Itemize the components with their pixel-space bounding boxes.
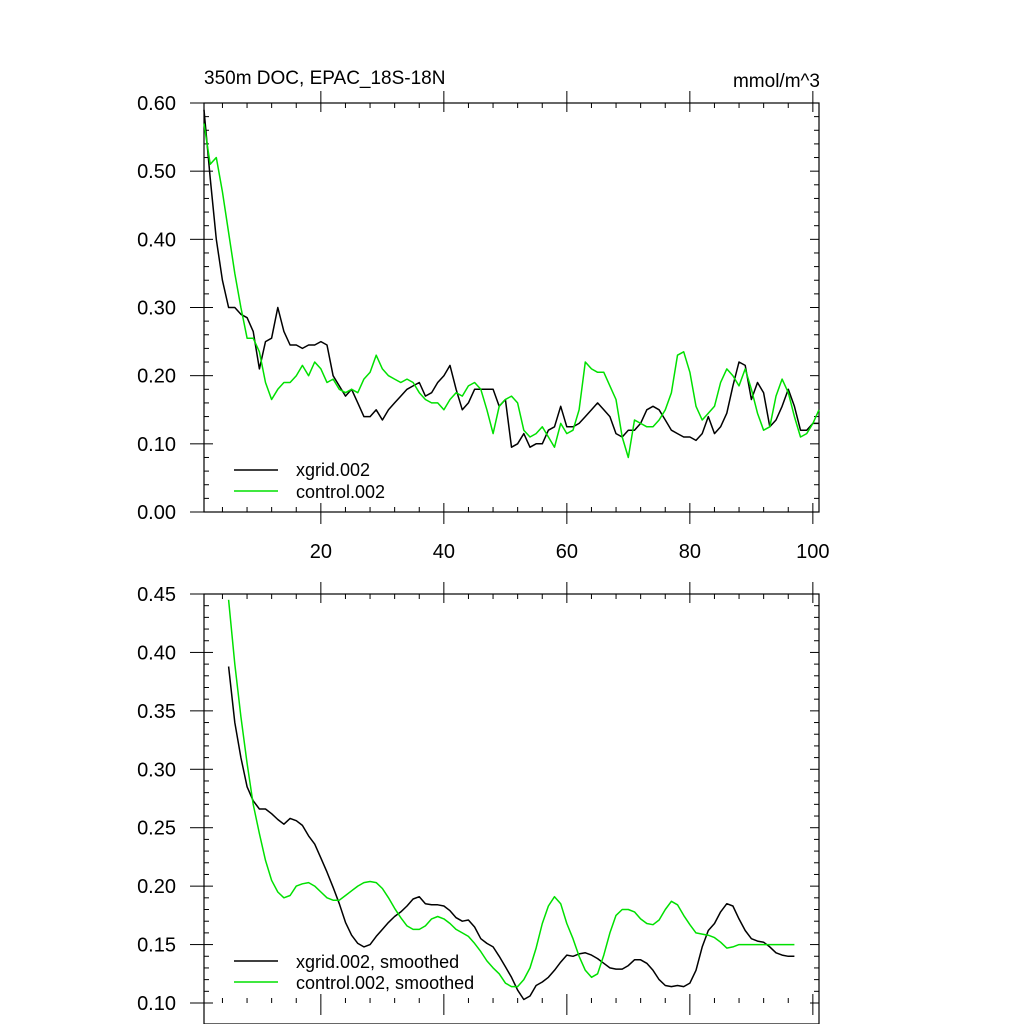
- bottom-axis-ticks: 0.10 0.15 0.20 0.25 0.30 0.35 0.40 0.45: [137, 582, 819, 1015]
- x-tick-label: 80: [679, 541, 701, 563]
- y-tick-label: 0.20: [137, 876, 176, 898]
- y-tick-label: 0.45: [137, 584, 176, 606]
- y-tick-label: 0.10: [137, 993, 176, 1015]
- bottom-series-lines: [227, 599, 795, 1001]
- x-tick-label: 40: [433, 541, 455, 563]
- series-line-xgrid-002: [203, 109, 819, 448]
- top-legend: xgrid.002 control.002: [234, 460, 385, 502]
- y-tick-label: 0.40: [137, 229, 176, 251]
- legend-label-xgrid: xgrid.002: [296, 460, 370, 480]
- y-tick-label: 0.10: [137, 434, 176, 456]
- y-tick-label: 0.50: [137, 161, 176, 183]
- legend-label-control: control.002: [296, 482, 385, 502]
- x-tick-label: 60: [556, 541, 578, 563]
- legend-label-xgrid-smoothed: xgrid.002, smoothed: [296, 952, 459, 972]
- units-label: mmol/m^3: [733, 71, 820, 92]
- legend-label-control-smoothed: control.002, smoothed: [296, 973, 474, 993]
- series-line-xgrid-002-smoothed: [227, 666, 795, 1001]
- series-line-control-002-smoothed: [227, 599, 795, 988]
- bottom-plot-frame: [203, 593, 820, 1024]
- bottom-legend: xgrid.002, smoothed control.002, smoothe…: [234, 952, 474, 993]
- x-tick-label: 100: [796, 541, 829, 563]
- chart-title: 350m DOC, EPAC_18S-18N: [204, 68, 445, 89]
- y-tick-label: 0.20: [137, 366, 176, 388]
- y-tick-label: 0.35: [137, 701, 176, 723]
- y-tick-label: 0.30: [137, 759, 176, 781]
- y-tick-label: 0.60: [137, 93, 176, 115]
- y-tick-label: 0.30: [137, 298, 176, 320]
- x-tick-label: 20: [310, 541, 332, 563]
- y-tick-label: 0.15: [137, 935, 176, 957]
- series-line-control-002: [203, 123, 820, 459]
- top-series-lines: [203, 109, 820, 459]
- top-panel: 350m DOC, EPAC_18S-18N mmol/m^3 0.00 0.10…: [137, 68, 829, 563]
- bottom-panel: 0.10 0.15 0.20 0.25 0.30 0.35 0.40 0.45 xgrid.0…: [137, 582, 820, 1024]
- top-plot-frame: [203, 102, 820, 513]
- y-tick-label: 0.40: [137, 642, 176, 664]
- y-tick-label: 0.00: [137, 502, 176, 524]
- top-axis-ticks: 0.00 0.10 0.20 0.30 0.40 0.50 0.60 20 40 60 80 100: [137, 91, 830, 563]
- y-tick-label: 0.25: [137, 818, 176, 840]
